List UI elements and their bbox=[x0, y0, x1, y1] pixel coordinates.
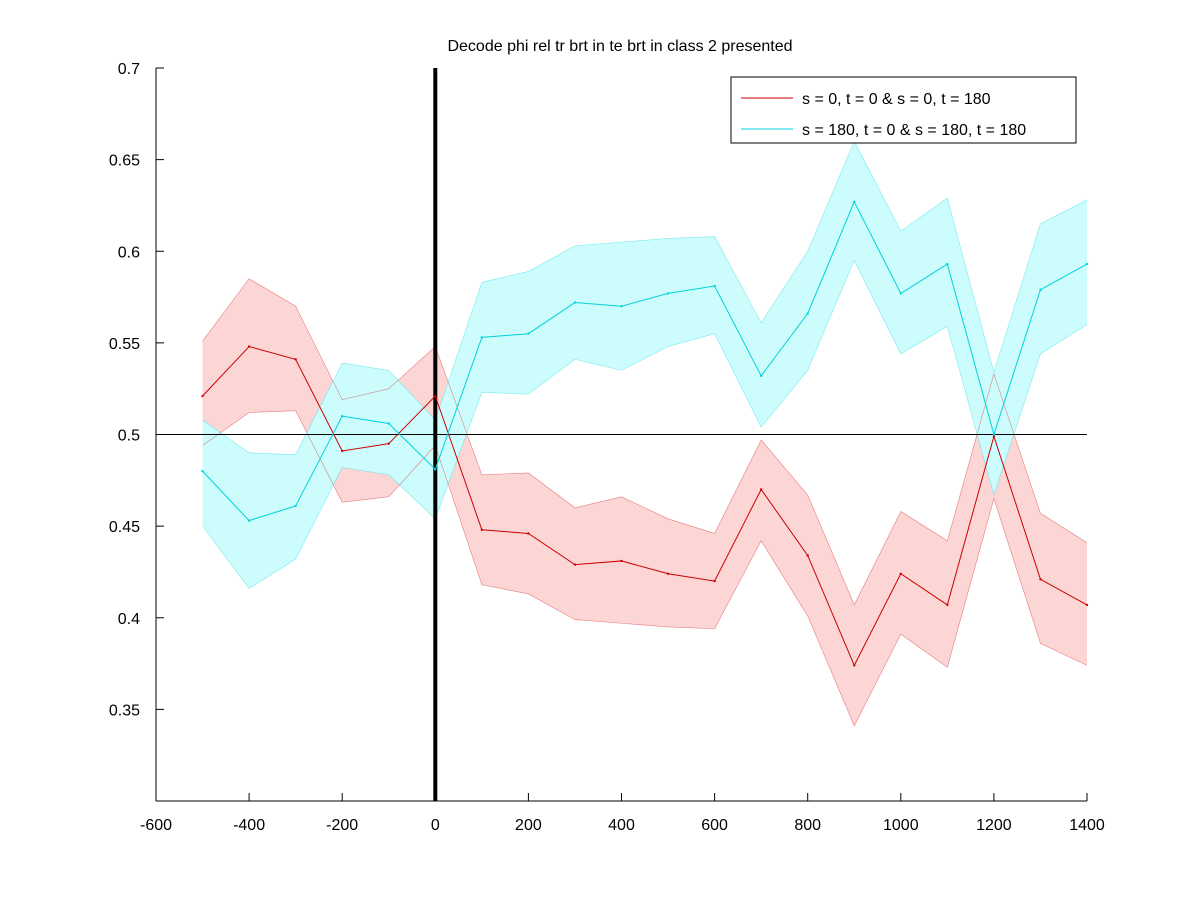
series-1-point bbox=[201, 394, 204, 398]
series-1-line bbox=[202, 345, 1088, 667]
series-2-point bbox=[759, 374, 763, 378]
series-2-point bbox=[1085, 262, 1089, 266]
series-2-band bbox=[202, 141, 1088, 589]
series-2-point bbox=[806, 312, 809, 315]
series-2-point bbox=[713, 284, 716, 288]
series-2-point bbox=[480, 336, 484, 339]
legend-label-series-2: s = 180, t = 0 & s = 180, t = 180 bbox=[802, 122, 1026, 139]
series-2-point bbox=[946, 262, 949, 266]
legend-label-series-1: s = 0, t = 0 & s = 0, t = 180 bbox=[802, 91, 991, 108]
series-2-point bbox=[620, 305, 623, 308]
y-tick-label: 0.35 bbox=[109, 702, 140, 719]
series-1-point bbox=[341, 449, 344, 453]
axes: -600 -400 -200 0 200 400 600 800 1000 1200 1400 0.3… bbox=[109, 61, 1105, 834]
x-tick-label: 200 bbox=[515, 817, 542, 834]
series-1-point bbox=[853, 664, 856, 667]
legend-box bbox=[730, 76, 1077, 144]
series-1-point bbox=[713, 579, 716, 583]
y-tick-label: 0.65 bbox=[109, 153, 140, 170]
series-1-point bbox=[294, 358, 297, 361]
series-1-band-upper-edge bbox=[202, 278, 1088, 606]
y-tick-label: 0.45 bbox=[109, 519, 140, 536]
y-tick-label: 0.7 bbox=[118, 61, 140, 78]
series-1-band-lower-edge bbox=[202, 410, 1088, 727]
series-1-point bbox=[1039, 578, 1042, 581]
series-1-point bbox=[946, 603, 949, 607]
series-2-point bbox=[294, 504, 297, 508]
series-1-point bbox=[759, 488, 763, 491]
y-tick-label: 0.55 bbox=[109, 336, 140, 353]
series-1-point bbox=[434, 394, 437, 398]
series-2-point bbox=[666, 292, 670, 295]
series-1-point bbox=[247, 345, 251, 348]
series-1-point bbox=[620, 559, 623, 563]
series-2-point bbox=[247, 519, 251, 522]
series-1-point bbox=[666, 572, 670, 575]
series-1-point bbox=[992, 435, 996, 438]
series-2-point bbox=[387, 422, 390, 425]
x-tick-label: 600 bbox=[701, 817, 728, 834]
x-tick-label: -400 bbox=[233, 817, 265, 834]
confidence-bands bbox=[202, 140, 1088, 727]
series-1-point bbox=[573, 563, 577, 566]
series-1-band bbox=[202, 278, 1088, 726]
series-2-band-lower-edge bbox=[202, 259, 1088, 589]
legend: s = 0, t = 0 & s = 0, t = 180 s = 180, t … bbox=[730, 76, 1077, 144]
x-tick-label: 400 bbox=[608, 817, 635, 834]
x-tick-label: 0 bbox=[431, 817, 440, 834]
x-tick-label: 1200 bbox=[976, 817, 1012, 834]
y-tick-label: 0.5 bbox=[118, 428, 140, 445]
series-2-line bbox=[202, 200, 1088, 522]
series-2-point bbox=[573, 301, 577, 304]
series-1-point bbox=[527, 532, 530, 535]
series-2-point bbox=[1039, 288, 1042, 291]
series-2-point bbox=[341, 414, 344, 418]
series-1-point bbox=[899, 572, 902, 575]
series-1-point bbox=[806, 554, 809, 557]
x-tick-label: 1000 bbox=[883, 817, 919, 834]
series-1-point bbox=[1085, 603, 1089, 607]
series-2-point bbox=[201, 469, 204, 473]
series-2-point bbox=[853, 200, 856, 203]
series-2-point bbox=[527, 332, 530, 335]
reference-lines bbox=[156, 68, 1087, 801]
series-2-point bbox=[899, 292, 902, 295]
x-tick-label: 800 bbox=[794, 817, 821, 834]
x-tick-label: -600 bbox=[140, 817, 172, 834]
series-2-point bbox=[992, 433, 996, 436]
series-lines bbox=[201, 200, 1089, 667]
x-tick-label: 1400 bbox=[1069, 817, 1105, 834]
series-1-point bbox=[480, 528, 484, 531]
series-1-point bbox=[387, 442, 390, 445]
x-tick-label: -200 bbox=[326, 817, 358, 834]
y-tick-label: 0.6 bbox=[118, 244, 140, 261]
series-2-band-upper-edge bbox=[202, 140, 1088, 455]
y-tick-label: 0.4 bbox=[118, 611, 140, 628]
chart-title: Decode phi rel tr brt in te brt in class… bbox=[447, 38, 792, 55]
series-2-point bbox=[434, 468, 437, 471]
